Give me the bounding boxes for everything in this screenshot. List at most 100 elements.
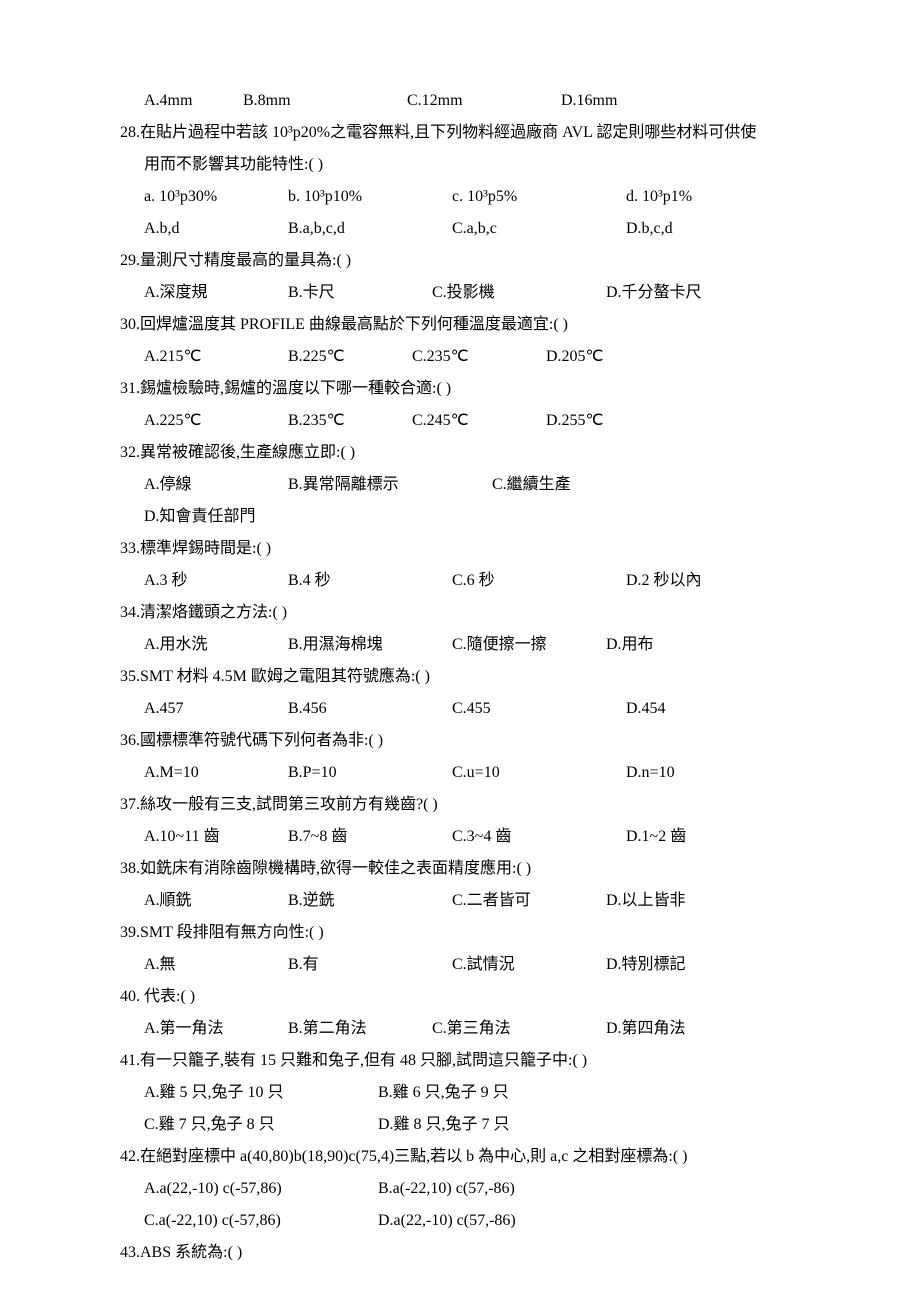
- q36-options: A.M=10 B.P=10 C.u=10 D.n=10: [120, 757, 800, 789]
- q33-text: 33.標準焊錫時間是:( ): [120, 533, 800, 565]
- q34-opt-d: D.用布: [606, 629, 654, 661]
- q40-opt-a: A.第一角法: [144, 1013, 284, 1045]
- q38-options: A.順銑 B.逆銑 C.二者皆可 D.以上皆非: [120, 885, 800, 917]
- q39-opt-a: A.無: [144, 949, 284, 981]
- q35-opt-d: D.454: [626, 693, 666, 725]
- q36-opt-b: B.P=10: [288, 757, 448, 789]
- q32-opt-b: B.異常隔離標示: [288, 469, 488, 501]
- q29-opt-c: C.投影機: [432, 277, 602, 309]
- q37-opt-a: A.10~11 齒: [144, 821, 284, 853]
- q27-opt-d: D.16mm: [561, 85, 617, 117]
- q27-opt-a: A.4mm: [144, 85, 239, 117]
- q38-text: 38.如銑床有消除齒隙機構時,欲得一較佳之表面精度應用:( ): [120, 853, 800, 885]
- q28-sub-b: b. 10³p10%: [288, 181, 448, 213]
- q42-opt-d: D.a(22,-10) c(57,-86): [378, 1205, 516, 1237]
- q31-opt-d: D.255℃: [546, 405, 604, 437]
- q30-opt-d: D.205℃: [546, 341, 604, 373]
- q36-opt-a: A.M=10: [144, 757, 284, 789]
- q34-opt-a: A.用水洗: [144, 629, 284, 661]
- q34-text: 34.清潔烙鐵頭之方法:( ): [120, 597, 800, 629]
- q29-text: 29.量測尺寸精度最高的量具為:( ): [120, 245, 800, 277]
- q27-options: A.4mm B.8mm C.12mm D.16mm: [120, 85, 800, 117]
- q41-options-row2: C.雞 7 只,兔子 8 只 D.雞 8 只,兔子 7 只: [120, 1109, 800, 1141]
- q28-opt-d: D.b,c,d: [626, 213, 673, 245]
- q31-text: 31.錫爐檢驗時,錫爐的溫度以下哪一種較合適:( ): [120, 373, 800, 405]
- q39-opt-d: D.特別標記: [606, 949, 686, 981]
- q32-text: 32.異常被確認後,生產線應立即:( ): [120, 437, 800, 469]
- q30-opt-b: B.225℃: [288, 341, 408, 373]
- q28-text-1: 28.在貼片過程中若該 10³p20%之電容無料,且下列物料經過廠商 AVL 認…: [120, 117, 800, 149]
- q35-opt-b: B.456: [288, 693, 448, 725]
- q40-opt-b: B.第二角法: [288, 1013, 428, 1045]
- q29-opt-a: A.深度規: [144, 277, 284, 309]
- q40-opt-c: C.第三角法: [432, 1013, 602, 1045]
- q38-opt-c: C.二者皆可: [452, 885, 602, 917]
- q40-opt-d: D.第四角法: [606, 1013, 686, 1045]
- q42-opt-c: C.a(-22,10) c(-57,86): [144, 1205, 374, 1237]
- q28-opt-a: A.b,d: [144, 213, 284, 245]
- q38-opt-b: B.逆銑: [288, 885, 448, 917]
- q27-opt-c: C.12mm: [407, 85, 557, 117]
- q40-options: A.第一角法 B.第二角法 C.第三角法 D.第四角法: [120, 1013, 800, 1045]
- q38-opt-d: D.以上皆非: [606, 885, 686, 917]
- q28-options: A.b,d B.a,b,c,d C.a,b,c D.b,c,d: [120, 213, 800, 245]
- q32-opt-d: D.知會責任部門: [144, 501, 256, 533]
- q37-opt-c: C.3~4 齒: [452, 821, 622, 853]
- q33-opt-c: C.6 秒: [452, 565, 622, 597]
- q29-options: A.深度規 B.卡尺 C.投影機 D.千分螯卡尺: [120, 277, 800, 309]
- q35-opt-a: A.457: [144, 693, 284, 725]
- q29-opt-b: B.卡尺: [288, 277, 428, 309]
- q33-opt-b: B.4 秒: [288, 565, 448, 597]
- q35-options: A.457 B.456 C.455 D.454: [120, 693, 800, 725]
- q36-text: 36.國標標準符號代碼下列何者為非:( ): [120, 725, 800, 757]
- q41-opt-d: D.雞 8 只,兔子 7 只: [378, 1109, 510, 1141]
- q43-text: 43.ABS 系統為:( ): [120, 1237, 800, 1269]
- q30-text: 30.回焊爐溫度其 PROFILE 曲線最高點於下列何種溫度最適宜:( ): [120, 309, 800, 341]
- q30-options: A.215℃ B.225℃ C.235℃ D.205℃: [120, 341, 800, 373]
- q31-opt-a: A.225℃: [144, 405, 284, 437]
- q42-text: 42.在絕對座標中 a(40,80)b(18,90)c(75,4)三點,若以 b…: [120, 1141, 800, 1173]
- q35-text: 35.SMT 材料 4.5M 歐姆之電阻其符號應為:( ): [120, 661, 800, 693]
- q35-opt-c: C.455: [452, 693, 622, 725]
- q37-opt-b: B.7~8 齒: [288, 821, 448, 853]
- q28-opt-b: B.a,b,c,d: [288, 213, 448, 245]
- q41-opt-c: C.雞 7 只,兔子 8 只: [144, 1109, 374, 1141]
- q40-text: 40. 代表:( ): [120, 981, 800, 1013]
- q28-text-2: 用而不影響其功能特性:( ): [120, 149, 800, 181]
- q34-opt-c: C.隨便擦一擦: [452, 629, 602, 661]
- q36-opt-d: D.n=10: [626, 757, 675, 789]
- q27-opt-b: B.8mm: [243, 85, 403, 117]
- q32-options: A.停線 B.異常隔離標示 C.繼續生產 D.知會責任部門: [120, 469, 800, 533]
- q31-opt-b: B.235℃: [288, 405, 408, 437]
- q34-opt-b: B.用濕海棉塊: [288, 629, 448, 661]
- q32-opt-a: A.停線: [144, 469, 284, 501]
- q41-text: 41.有一只籠子,裝有 15 只難和兔子,但有 48 只腳,試問這只籠子中:( …: [120, 1045, 800, 1077]
- q28-sub-c: c. 10³p5%: [452, 181, 622, 213]
- q32-opt-c: C.繼續生產: [492, 469, 692, 501]
- q42-opt-a: A.a(22,-10) c(-57,86): [144, 1173, 374, 1205]
- q42-options-row1: A.a(22,-10) c(-57,86) B.a(-22,10) c(57,-…: [120, 1173, 800, 1205]
- q36-opt-c: C.u=10: [452, 757, 622, 789]
- q33-options: A.3 秒 B.4 秒 C.6 秒 D.2 秒以內: [120, 565, 800, 597]
- q39-text: 39.SMT 段排阻有無方向性:( ): [120, 917, 800, 949]
- q41-options-row1: A.雞 5 只,兔子 10 只 B.雞 6 只,兔子 9 只: [120, 1077, 800, 1109]
- q42-options-row2: C.a(-22,10) c(-57,86) D.a(22,-10) c(57,-…: [120, 1205, 800, 1237]
- q30-opt-c: C.235℃: [412, 341, 542, 373]
- q33-opt-d: D.2 秒以內: [626, 565, 702, 597]
- q34-options: A.用水洗 B.用濕海棉塊 C.隨便擦一擦 D.用布: [120, 629, 800, 661]
- q42-opt-b: B.a(-22,10) c(57,-86): [378, 1173, 515, 1205]
- q41-opt-a: A.雞 5 只,兔子 10 只: [144, 1077, 374, 1109]
- document-page: A.4mm B.8mm C.12mm D.16mm 28.在貼片過程中若該 10…: [0, 0, 920, 1309]
- q28-opt-c: C.a,b,c: [452, 213, 622, 245]
- q38-opt-a: A.順銑: [144, 885, 284, 917]
- q39-opt-c: C.試情況: [452, 949, 602, 981]
- q31-opt-c: C.245℃: [412, 405, 542, 437]
- q30-opt-a: A.215℃: [144, 341, 284, 373]
- q29-opt-d: D.千分螯卡尺: [606, 277, 702, 309]
- q33-opt-a: A.3 秒: [144, 565, 284, 597]
- q37-options: A.10~11 齒 B.7~8 齒 C.3~4 齒 D.1~2 齒: [120, 821, 800, 853]
- q28-sub-d: d. 10³p1%: [626, 181, 692, 213]
- q41-opt-b: B.雞 6 只,兔子 9 只: [378, 1077, 509, 1109]
- q31-options: A.225℃ B.235℃ C.245℃ D.255℃: [120, 405, 800, 437]
- q37-text: 37.絲攻一般有三支,試問第三攻前方有幾齒?( ): [120, 789, 800, 821]
